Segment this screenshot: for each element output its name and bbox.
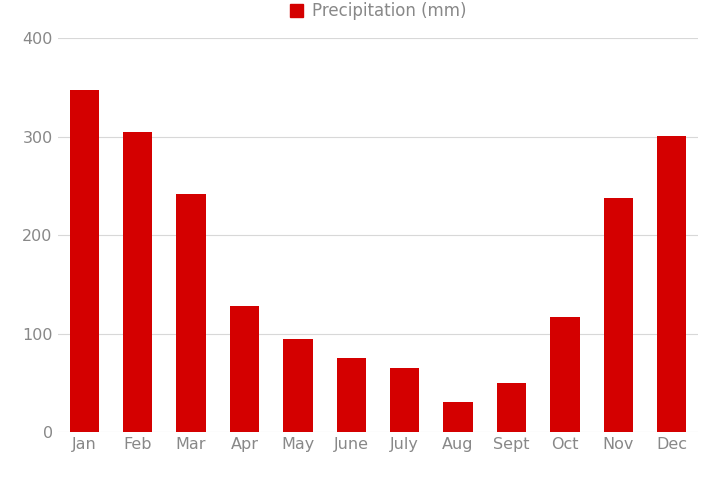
Bar — [657, 136, 686, 432]
Bar — [550, 317, 580, 432]
Bar — [283, 338, 312, 432]
Bar — [497, 383, 526, 432]
Bar — [444, 402, 473, 432]
Bar — [123, 132, 153, 432]
Bar — [337, 358, 366, 432]
Legend: Precipitation (mm): Precipitation (mm) — [283, 0, 473, 27]
Bar — [70, 90, 99, 432]
Bar — [603, 198, 633, 432]
Bar — [390, 368, 419, 432]
Bar — [176, 194, 206, 432]
Bar — [230, 306, 259, 432]
